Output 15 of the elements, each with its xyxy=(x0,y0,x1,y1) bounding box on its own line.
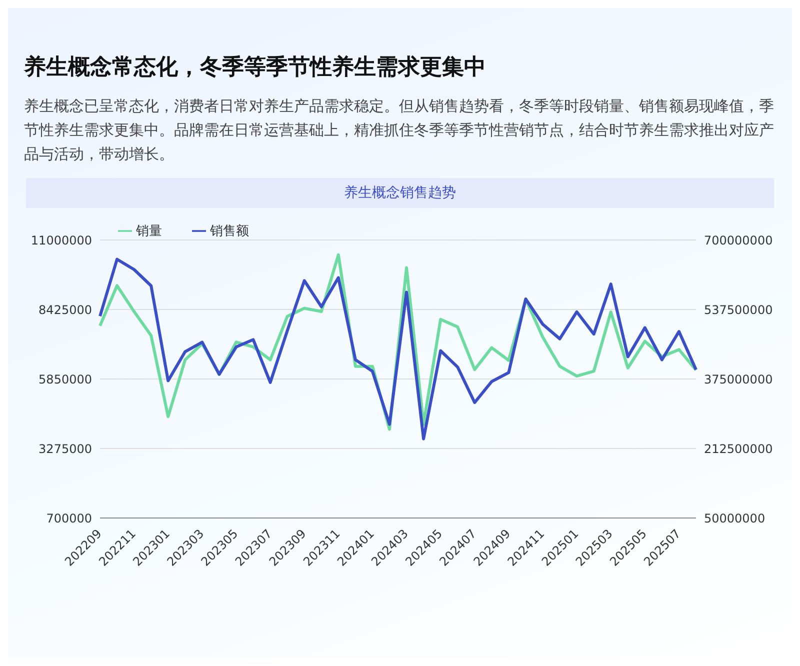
y2-tick-label: 375000000 xyxy=(704,372,773,386)
y2-tick-label: 700000000 xyxy=(704,233,773,248)
text: 养生概念销售趋势 xyxy=(26,178,774,208)
y-tick-label: 5850000 xyxy=(38,372,92,386)
y-tick-label: 8425000 xyxy=(38,302,92,317)
y-tick-label: 11000000 xyxy=(30,233,92,248)
y-tick-label: 700000 xyxy=(46,511,92,526)
y2-tick-label: 50000000 xyxy=(704,511,766,526)
y-tick-label: 3275000 xyxy=(38,442,92,456)
chart-title: 养生概念常态化，冬季等季节性养生需求更集中 xyxy=(24,54,487,82)
y2-tick-label: 537500000 xyxy=(704,302,773,317)
legend-label: 销量 xyxy=(136,224,162,239)
y2-tick-label: 212500000 xyxy=(704,442,773,456)
legend-label: 销售额 xyxy=(210,224,249,239)
chart-subtitle: 养生概念已呈常态化，消费者日常对养生产品需求稳定。但从销售趋势看，冬季等时段销量、销售额易现峰值，季节性养生需求更集中。品牌需在日常运营基础上，精准抓住冬季等季节性营销节点，结合时节养生需求推出对应产品与活动，带动增长。 xyxy=(24,96,775,165)
